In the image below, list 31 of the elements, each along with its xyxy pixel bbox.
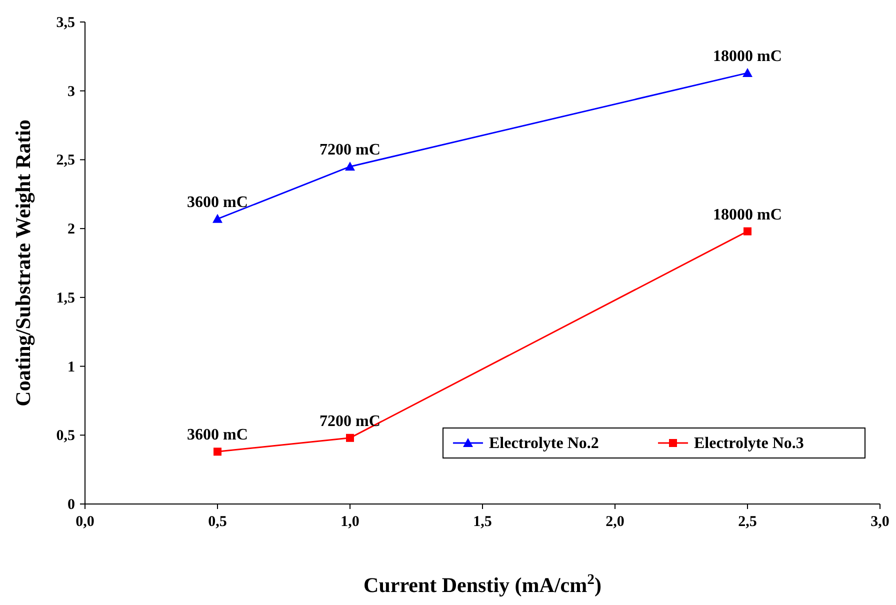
annotation: 3600 mC (187, 426, 248, 444)
y-tick-label: 0 (68, 497, 75, 513)
point (742, 68, 752, 77)
x-tick-label: 1,0 (340, 514, 360, 530)
y-axis-title: Coating/Substrate Weight Ratio (11, 120, 35, 406)
annotation: 18000 mC (713, 206, 782, 224)
y-tick-label: 3 (68, 84, 75, 100)
point (212, 214, 222, 223)
x-tick-label: 0,0 (76, 514, 94, 530)
y-tick-label: 1,5 (56, 290, 75, 306)
y-tick-label: 2 (68, 222, 75, 238)
y-tick-label: 3,5 (56, 15, 75, 31)
point (345, 162, 355, 171)
legend-label: Electrolyte No.2 (489, 435, 599, 452)
annotation: 3600 mC (187, 194, 248, 211)
point (214, 448, 222, 456)
x-tick-label: 0,5 (208, 514, 227, 530)
y-tick-label: 2,5 (56, 152, 75, 169)
legend-label: Electrolyte No.3 (694, 435, 804, 452)
annotation: 18000 mC (713, 48, 782, 65)
y-tick-label: 0,5 (56, 428, 75, 444)
point (346, 434, 354, 442)
y-tick-label: 1 (68, 359, 75, 376)
x-axis-title: Current Denstiy (mA/cm$^{2}$) (364, 572, 602, 597)
annotation: 7200 mC (320, 412, 380, 430)
point (744, 227, 752, 236)
x-tick-label: 3,0 (870, 514, 890, 530)
x-tick-label: 2,0 (606, 514, 624, 530)
x-tick-label: 2,5 (738, 514, 757, 530)
x-tick-label: 1,5 (473, 514, 492, 530)
annotation: 7200 mC (320, 142, 380, 159)
